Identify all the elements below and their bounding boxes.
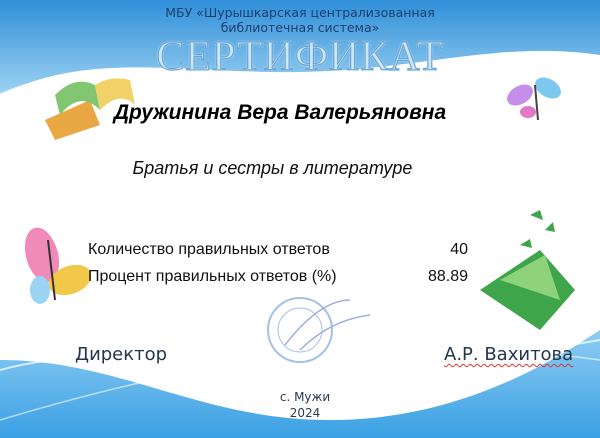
- bottom-wave: [0, 330, 600, 438]
- result-label-correct-percent: Процент правильных ответов (%): [88, 268, 337, 285]
- quiz-topic: Братья и сестры в литературе: [132, 158, 413, 178]
- result-label-correct-count: Количество правильных ответов: [88, 241, 330, 258]
- certificate-title: СЕРТИФИКАТ: [156, 34, 444, 80]
- butterfly-icon-left: [24, 227, 92, 304]
- signature-name-text: А.Р. Вахитова: [444, 344, 574, 365]
- signature-position: Директор: [75, 344, 168, 365]
- footer-year: 2024: [289, 406, 321, 420]
- organization-line-1: МБУ «Шурышкарская централизованная: [165, 5, 435, 20]
- result-value-correct-percent: 88.89: [427, 268, 468, 285]
- stamp-icon: [267, 297, 371, 363]
- butterfly-icon-top-right: [507, 77, 561, 121]
- result-value-correct-count: 40: [450, 241, 468, 258]
- recipient-name: Дружинина Вера Валерьяновна: [113, 101, 447, 124]
- green-book-icon: [480, 210, 575, 330]
- footer-place: с. Мужи: [279, 390, 331, 404]
- organization-line-2: библиотечная система»: [220, 20, 380, 35]
- signature-name: А.Р. Вахитова: [444, 343, 573, 367]
- book-icon: [45, 78, 135, 140]
- top-wave: [0, 0, 600, 95]
